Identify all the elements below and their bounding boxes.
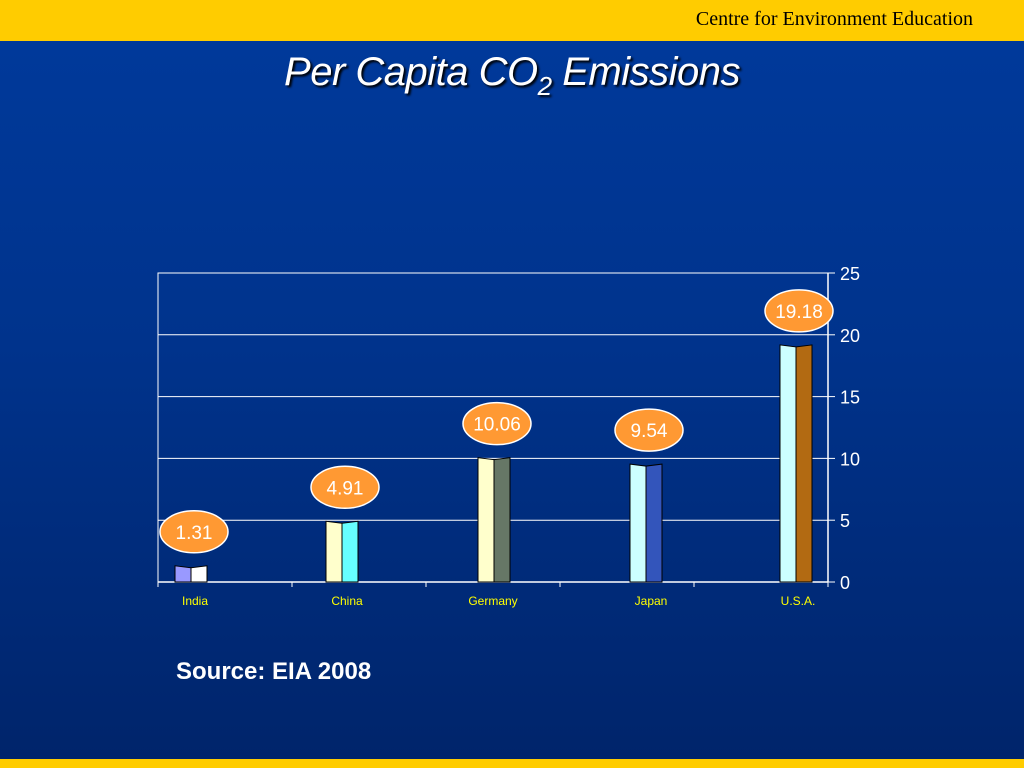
title-suffix: Emissions <box>551 50 740 94</box>
bar-usa-front <box>779 344 797 583</box>
source-note: Source: EIA 2008 <box>176 658 372 685</box>
data-label-bubble <box>310 465 380 510</box>
y-tick-label: 15 <box>840 388 860 408</box>
bar-usa-side <box>795 344 813 583</box>
bar-germany-front <box>477 457 495 583</box>
x-tick-label: Germany <box>468 594 517 608</box>
bar-germany-side <box>493 457 511 583</box>
x-tick-label: U.S.A. <box>781 594 816 608</box>
header-bar: Centre for Environment Education <box>0 0 1024 41</box>
x-tick-label: India <box>182 594 208 608</box>
y-tick-label: 0 <box>840 573 850 593</box>
data-label-bubble <box>159 510 229 554</box>
bar-china-front <box>325 520 343 583</box>
data-label: 10.06 <box>473 415 521 436</box>
bar-japan-side <box>645 463 663 583</box>
data-label-bubble <box>764 289 834 333</box>
bar-india-side <box>190 565 208 583</box>
data-label: 19.18 <box>775 302 823 323</box>
data-label: 1.31 <box>176 523 213 544</box>
data-label-bubble <box>614 408 684 452</box>
y-tick-label: 10 <box>840 449 860 469</box>
data-label: 4.91 <box>327 478 364 499</box>
footer-bar <box>0 759 1024 768</box>
data-label: 9.54 <box>631 421 668 442</box>
x-tick-label: Japan <box>635 594 668 608</box>
bar-china-side <box>341 520 359 583</box>
slide-title: Per Capita CO2 Emissions <box>0 50 1024 101</box>
y-tick-label: 25 <box>840 264 860 284</box>
data-label-bubble <box>462 401 532 446</box>
x-tick-label: China <box>331 594 363 608</box>
organization-name: Centre for Environment Education <box>695 8 973 30</box>
title-subscript: 2 <box>537 71 552 101</box>
bar-japan-front <box>629 463 647 583</box>
title-main: Per Capita CO <box>284 50 538 94</box>
y-tick-label: 20 <box>840 326 860 346</box>
y-tick-label: 5 <box>840 511 850 531</box>
bar-india-front <box>174 565 192 583</box>
